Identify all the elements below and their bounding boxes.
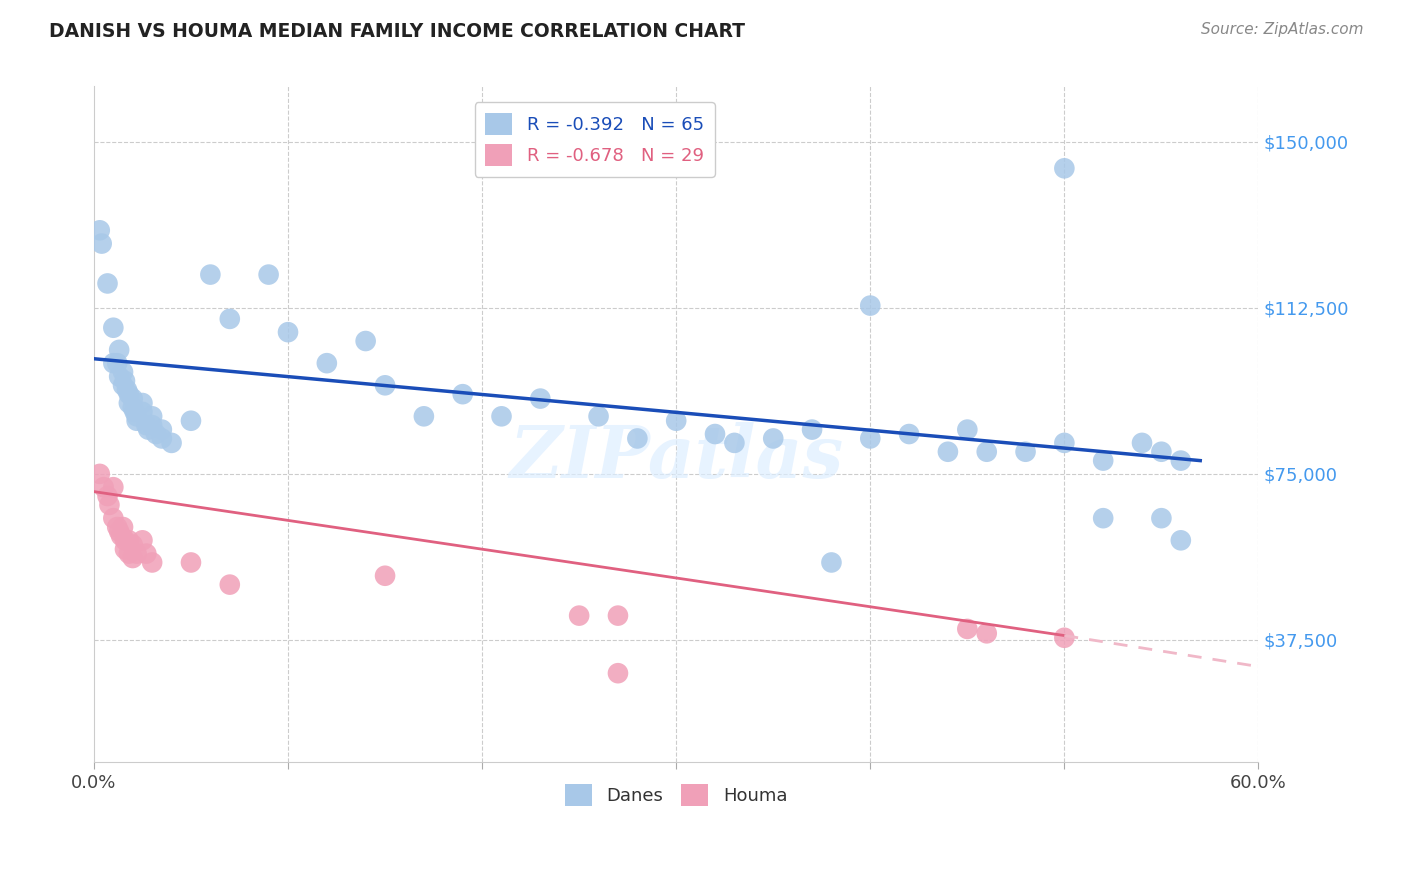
Point: [723, 436, 745, 450]
Point: [108, 369, 131, 384]
Point: [124, 405, 146, 419]
Point: [121, 551, 143, 566]
Point: [354, 334, 377, 348]
Point: [898, 427, 921, 442]
Point: [412, 409, 434, 424]
Point: [118, 547, 141, 561]
Point: [110, 529, 132, 543]
Point: [103, 356, 125, 370]
Point: [315, 356, 337, 370]
Point: [936, 444, 959, 458]
Point: [859, 432, 882, 446]
Point: [150, 423, 173, 437]
Point: [118, 396, 141, 410]
Point: [125, 547, 148, 561]
Point: [125, 409, 148, 424]
Point: [956, 622, 979, 636]
Point: [1170, 453, 1192, 467]
Point: [105, 520, 128, 534]
Point: [131, 533, 153, 548]
Point: [121, 538, 143, 552]
Point: [125, 414, 148, 428]
Point: [150, 432, 173, 446]
Point: [131, 396, 153, 410]
Point: [90, 236, 112, 251]
Point: [108, 524, 131, 539]
Point: [529, 392, 551, 406]
Point: [1092, 453, 1115, 467]
Point: [607, 608, 630, 623]
Point: [257, 268, 280, 282]
Point: [762, 432, 785, 446]
Point: [141, 409, 163, 424]
Point: [141, 418, 163, 433]
Point: [200, 268, 222, 282]
Point: [89, 223, 111, 237]
Point: [1150, 444, 1173, 458]
Point: [93, 480, 115, 494]
Point: [704, 427, 727, 442]
Point: [115, 383, 138, 397]
Point: [135, 418, 157, 433]
Point: [105, 356, 128, 370]
Point: [145, 427, 167, 442]
Text: DANISH VS HOUMA MEDIAN FAMILY INCOME CORRELATION CHART: DANISH VS HOUMA MEDIAN FAMILY INCOME COR…: [49, 22, 745, 41]
Point: [135, 547, 157, 561]
Point: [1053, 631, 1076, 645]
Point: [218, 577, 240, 591]
Point: [820, 556, 842, 570]
Point: [956, 423, 979, 437]
Point: [451, 387, 474, 401]
Legend: Danes, Houma: Danes, Houma: [558, 777, 794, 814]
Point: [108, 343, 131, 357]
Point: [112, 520, 135, 534]
Point: [588, 409, 610, 424]
Point: [103, 480, 125, 494]
Point: [491, 409, 513, 424]
Point: [112, 378, 135, 392]
Point: [141, 556, 163, 570]
Point: [160, 436, 183, 450]
Point: [218, 311, 240, 326]
Point: [626, 432, 648, 446]
Point: [374, 378, 396, 392]
Point: [98, 498, 121, 512]
Point: [112, 365, 135, 379]
Point: [607, 666, 630, 681]
Point: [180, 414, 202, 428]
Text: Source: ZipAtlas.com: Source: ZipAtlas.com: [1201, 22, 1364, 37]
Point: [114, 533, 136, 548]
Point: [1053, 436, 1076, 450]
Point: [114, 542, 136, 557]
Point: [665, 414, 688, 428]
Text: ZIPatlas: ZIPatlas: [509, 422, 844, 493]
Point: [114, 374, 136, 388]
Point: [118, 387, 141, 401]
Point: [96, 277, 118, 291]
Point: [374, 568, 396, 582]
Point: [277, 325, 299, 339]
Point: [103, 511, 125, 525]
Point: [1053, 161, 1076, 176]
Point: [121, 401, 143, 415]
Point: [976, 444, 998, 458]
Point: [1130, 436, 1153, 450]
Point: [131, 405, 153, 419]
Point: [89, 467, 111, 481]
Point: [1170, 533, 1192, 548]
Point: [568, 608, 591, 623]
Point: [976, 626, 998, 640]
Point: [1150, 511, 1173, 525]
Point: [96, 489, 118, 503]
Point: [121, 392, 143, 406]
Point: [103, 320, 125, 334]
Point: [801, 423, 824, 437]
Point: [118, 533, 141, 548]
Point: [180, 556, 202, 570]
Point: [136, 423, 159, 437]
Point: [1014, 444, 1036, 458]
Point: [1092, 511, 1115, 525]
Point: [859, 299, 882, 313]
